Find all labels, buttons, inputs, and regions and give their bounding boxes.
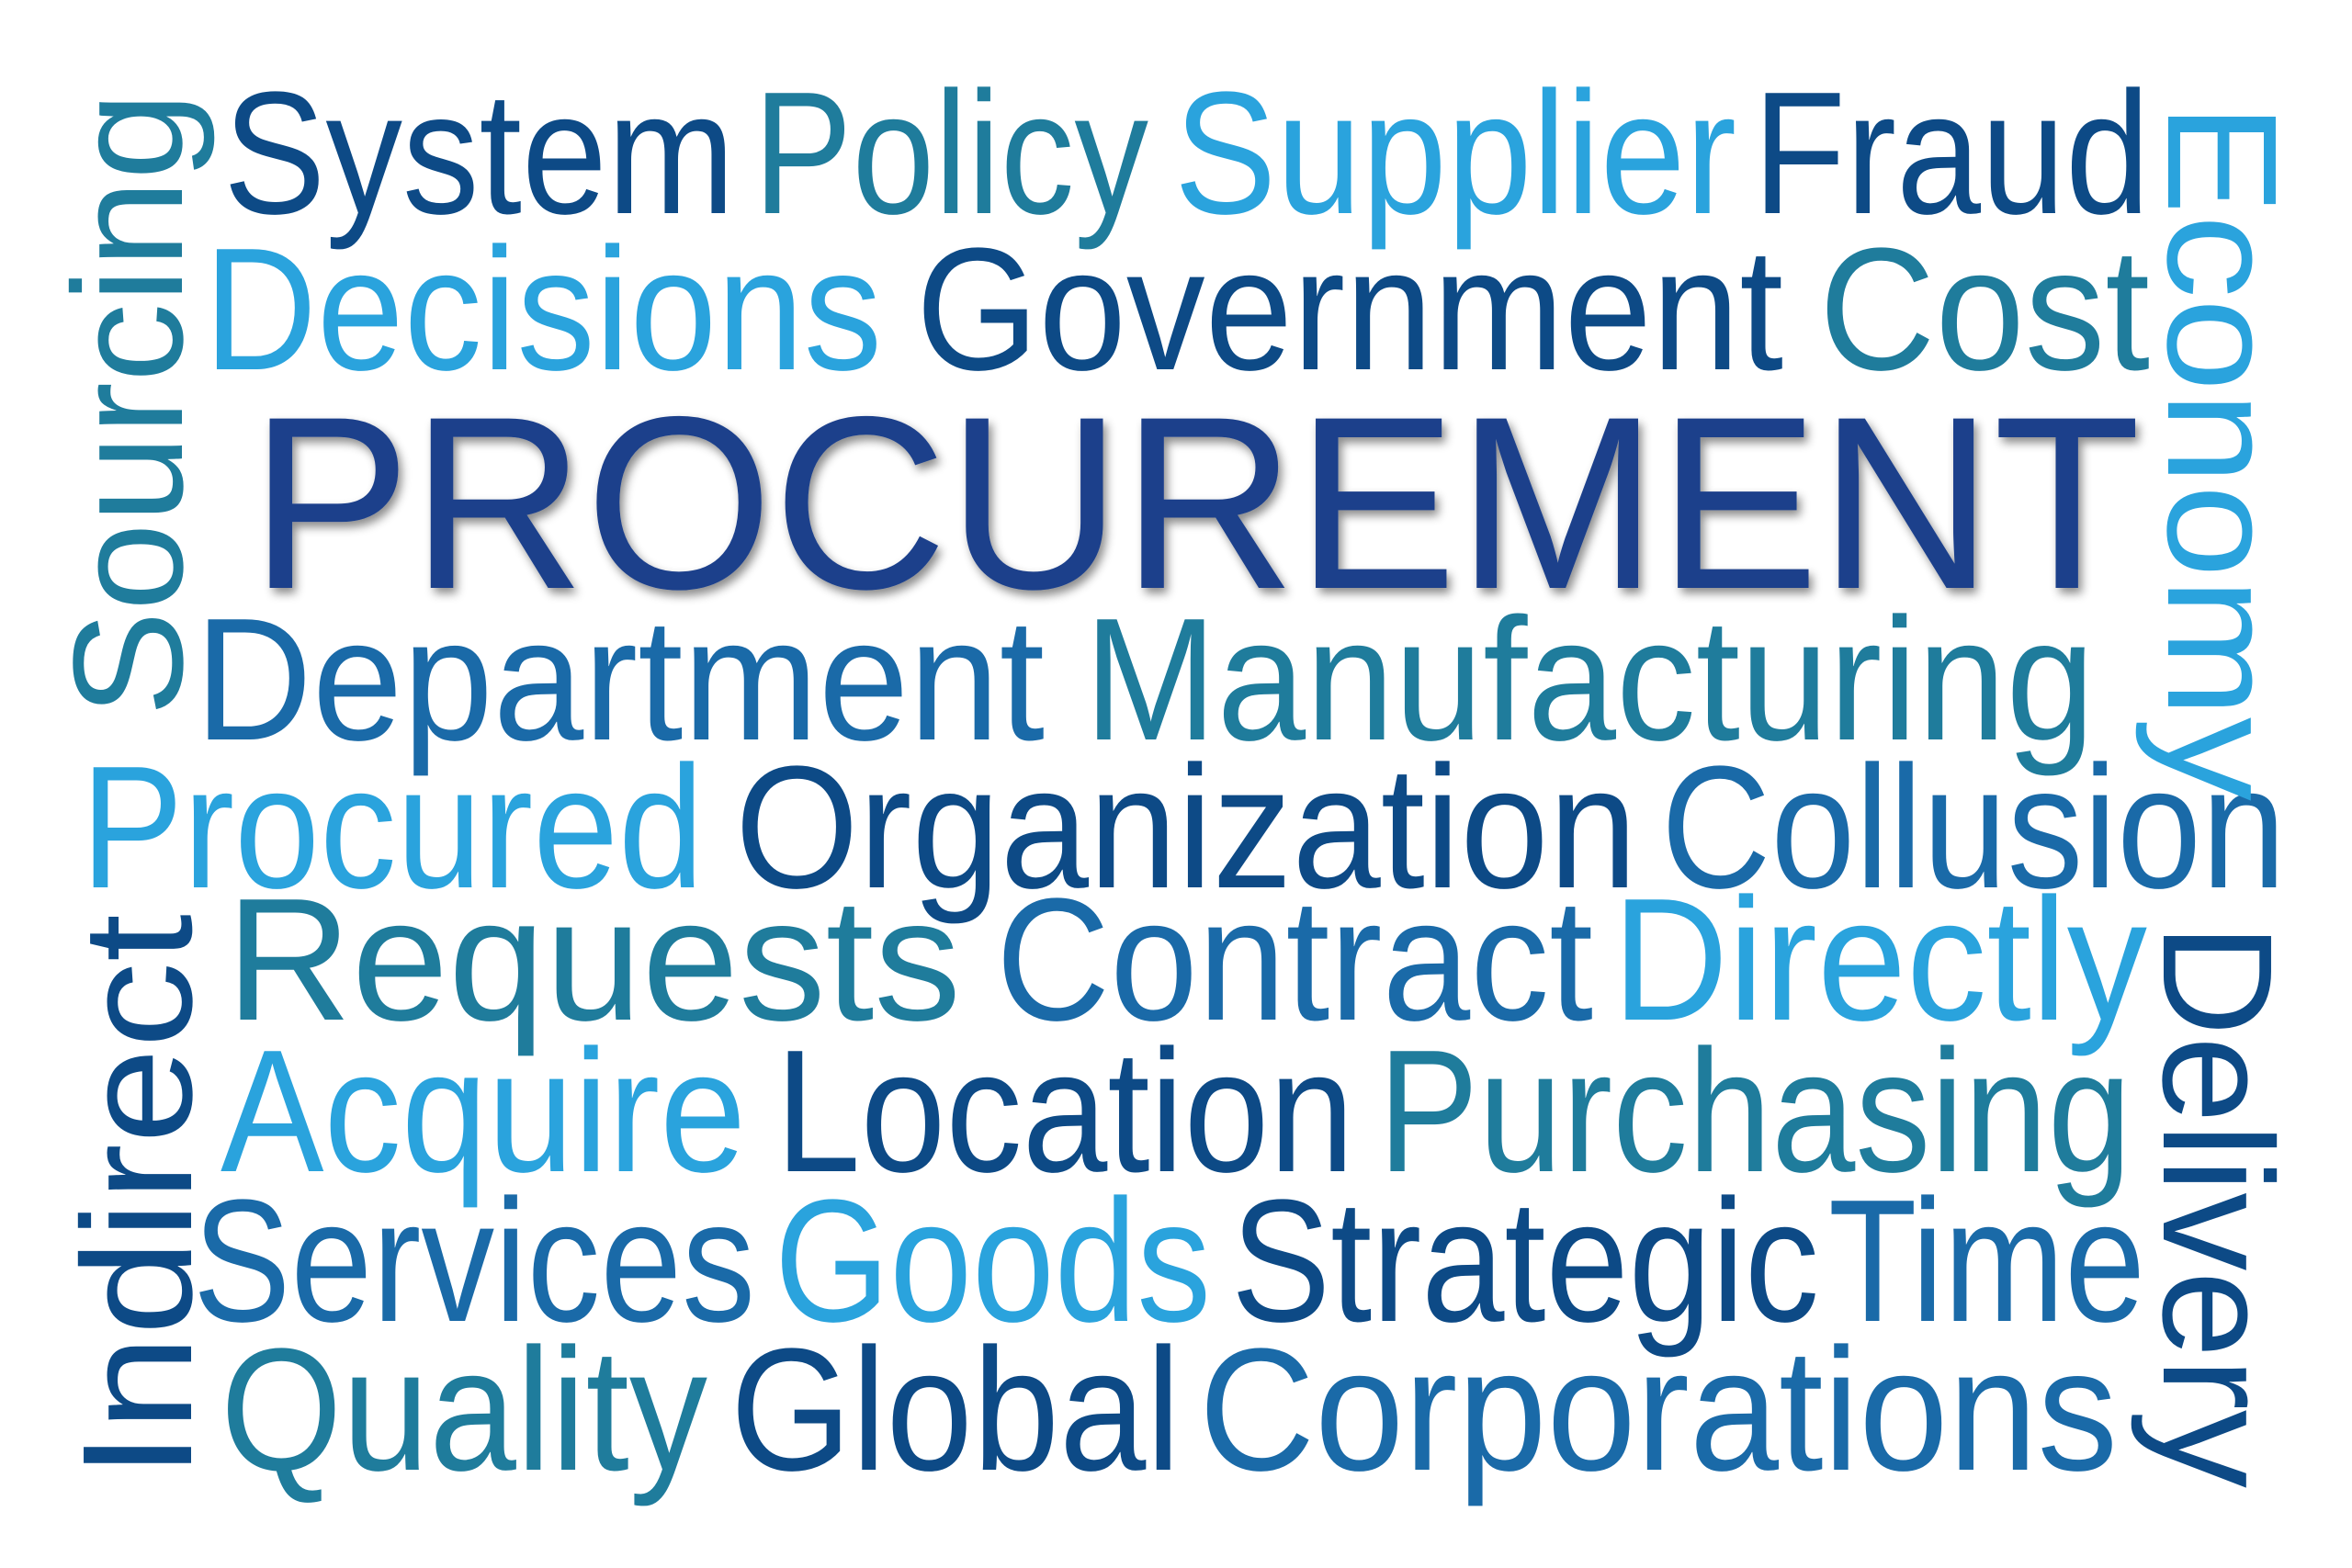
word-corporations: Corporations xyxy=(1199,1313,2118,1507)
word-supplier: Supplier xyxy=(1174,56,1736,251)
word-strategic: Strategic xyxy=(1231,1164,1819,1359)
word-manufacturing: Manufacturing xyxy=(1084,582,2095,777)
word-system: System xyxy=(223,56,735,251)
word-directly: Directly xyxy=(1612,863,2147,1057)
word-time: Time xyxy=(1828,1164,2145,1359)
word-location: Location xyxy=(775,1014,1354,1209)
word-economy: Economy xyxy=(2134,103,2309,801)
word-procurement: PROCUREMENT xyxy=(250,365,2141,640)
word-quality: Quality xyxy=(220,1313,707,1507)
word-requests: Requests xyxy=(226,863,961,1057)
word-government: Government xyxy=(916,212,1783,407)
word-procured: Procured xyxy=(81,730,704,925)
word-global: Global xyxy=(730,1313,1181,1507)
word-department: Department xyxy=(195,582,1045,777)
word-services: Services xyxy=(193,1164,755,1359)
word-delivery: Delivery xyxy=(2130,923,2304,1488)
word-policy: Policy xyxy=(753,56,1148,251)
word-indirect: Indirect xyxy=(51,914,225,1479)
word-collusion: Collusion xyxy=(1661,730,2286,925)
word-purchasing: Purchasing xyxy=(1378,1014,2132,1209)
word-acquire: Acquire xyxy=(220,1014,746,1209)
word-cost: Cost xyxy=(1819,212,2150,407)
word-sourcing: Sourcing xyxy=(41,92,216,716)
word-goods: Goods xyxy=(775,1164,1211,1359)
word-contract: Contract xyxy=(996,863,1593,1057)
word-decisions: Decisions xyxy=(204,212,882,407)
word-fraud: Fraud xyxy=(1753,56,2150,251)
word-organization: Organization xyxy=(735,730,1637,925)
